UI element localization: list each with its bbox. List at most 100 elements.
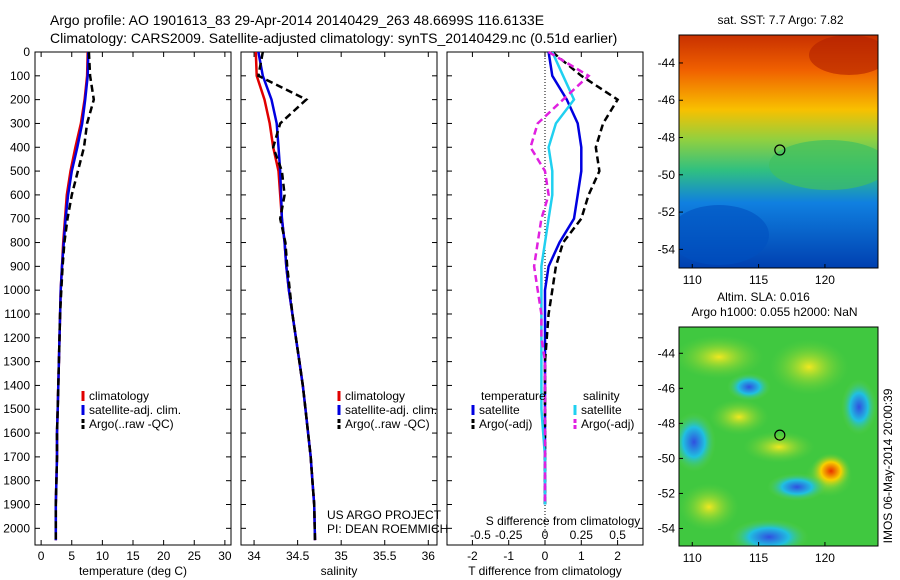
y-tick-label: -54 [658, 521, 676, 535]
legend-label: Argo(..raw -QC) [345, 417, 430, 431]
y-tick-label: 200 [10, 93, 30, 107]
salinity-panel-frame [240, 51, 438, 546]
y-tick-label: -50 [658, 168, 676, 182]
pi-label: PI: DEAN ROEMMICH [327, 522, 448, 536]
y-tick-label: -48 [658, 131, 676, 145]
y-tick-label: 700 [10, 212, 30, 226]
temperature-panel-series-argo [54, 51, 96, 541]
y-tick-label: 1300 [3, 355, 30, 369]
sla-low [729, 519, 809, 546]
difference-panel-series-argo_salinity [529, 50, 591, 505]
project-label: US ARGO PROJECT [327, 508, 442, 522]
imos-timestamp: IMOS 06-May-2014 20:00:39 [881, 388, 895, 543]
x-tick-label: 120 [815, 551, 835, 565]
y-tick-label: 1800 [3, 474, 30, 488]
sla-low [767, 473, 827, 501]
sla-high [769, 339, 849, 395]
y-tick-label: -46 [658, 381, 676, 395]
legend-label: satellite [479, 403, 520, 417]
y-tick-label: 1500 [3, 402, 30, 416]
x-tick-label: 0 [38, 549, 45, 563]
x-axis-label-top: S difference from climatology [486, 514, 641, 528]
y-tick-label: 0 [23, 45, 30, 59]
x-tick-label: -1 [503, 549, 514, 563]
y-tick-label: 1900 [3, 498, 30, 512]
sst-patch [679, 205, 769, 265]
legend-title: temperature [481, 389, 546, 403]
y-tick-label: 1600 [3, 426, 30, 440]
legend-title: salinity [583, 389, 620, 403]
y-tick-label: 800 [10, 236, 30, 250]
y-tick-label: -44 [658, 346, 676, 360]
x-tick-label-top: 0.5 [609, 528, 626, 542]
x-tick-label: 110 [683, 273, 702, 287]
float-position-marker [774, 144, 786, 156]
sst-patch [769, 140, 878, 190]
x-tick-label-top: -0.5 [470, 528, 491, 542]
legend-label: satellite-adj. clim. [345, 403, 437, 417]
x-axis-label: temperature (deg C) [79, 564, 187, 578]
x-tick-label: 120 [815, 273, 835, 287]
y-tick-label: -48 [658, 416, 676, 430]
y-tick-label: -46 [658, 93, 676, 107]
y-tick-label: 400 [10, 140, 30, 154]
x-tick-label: 30 [218, 549, 232, 563]
x-tick-label: 34 [247, 549, 261, 563]
sla-map-title: Altim. SLA: 0.016 [717, 290, 810, 304]
legend-label: climatology [89, 389, 149, 403]
y-tick-label: 1000 [3, 283, 30, 297]
sla-high [709, 399, 769, 435]
x-tick-label: 0 [542, 549, 549, 563]
y-tick-label: -44 [658, 56, 676, 70]
sla-map-field [679, 327, 878, 546]
x-tick-label: 25 [188, 549, 202, 563]
sla-low [679, 412, 716, 472]
y-tick-label: 2000 [3, 521, 30, 535]
x-tick-label: 35.5 [373, 549, 397, 563]
x-tick-label: 36 [422, 549, 436, 563]
y-tick-label: 100 [10, 69, 30, 83]
x-tick-label: 10 [96, 549, 110, 563]
sla-low [841, 379, 877, 435]
x-tick-label: -2 [467, 549, 478, 563]
salinity-panel-series-climatology [254, 51, 317, 541]
x-tick-label: 2 [614, 549, 621, 563]
legend-label: Argo(-adj) [479, 417, 532, 431]
y-tick-label: 1700 [3, 450, 30, 464]
x-tick-label: 115 [749, 273, 768, 287]
sla-high [679, 483, 739, 531]
legend-label: satellite-adj. clim. [89, 403, 181, 417]
x-tick-label-top: 0.25 [570, 528, 594, 542]
y-tick-label: 300 [10, 116, 30, 130]
sla-map-subtitle: Argo h1000: 0.055 h2000: NaN [691, 305, 857, 319]
sst-map-frame [678, 34, 879, 269]
sst-map-title: sat. SST: 7.7 Argo: 7.82 [717, 13, 843, 27]
y-tick-label: -52 [658, 205, 676, 219]
x-tick-label-top: 0 [542, 528, 549, 542]
sst-patch [809, 35, 878, 75]
difference-panel-series-satellite [543, 51, 583, 505]
x-tick-label: 1 [578, 549, 585, 563]
x-tick-label: 15 [126, 549, 140, 563]
difference-panel-series-argo [543, 51, 620, 505]
x-tick-label: 115 [749, 551, 768, 565]
profile-title: Argo profile: AO 1901613_83 29-Apr-2014 … [50, 12, 545, 28]
y-tick-label: 900 [10, 259, 30, 273]
salinity-panel-series-argo [256, 51, 317, 541]
x-axis-label: salinity [321, 564, 358, 578]
sla-high [679, 335, 764, 379]
y-tick-label: 1200 [3, 331, 30, 345]
sst-map-field [679, 35, 878, 268]
x-tick-label: 110 [683, 551, 702, 565]
y-tick-label: 600 [10, 188, 30, 202]
sla-map-frame [678, 326, 879, 547]
x-axis-label: T difference from climatology [468, 564, 622, 578]
difference-panel-series-sat_salinity [540, 51, 576, 505]
y-tick-label: -50 [658, 451, 676, 465]
y-tick-label: 500 [10, 164, 30, 178]
sla-low [727, 373, 771, 401]
x-tick-label-top: -0.25 [495, 528, 523, 542]
x-tick-label: 20 [157, 549, 171, 563]
legend-label: climatology [345, 389, 405, 403]
